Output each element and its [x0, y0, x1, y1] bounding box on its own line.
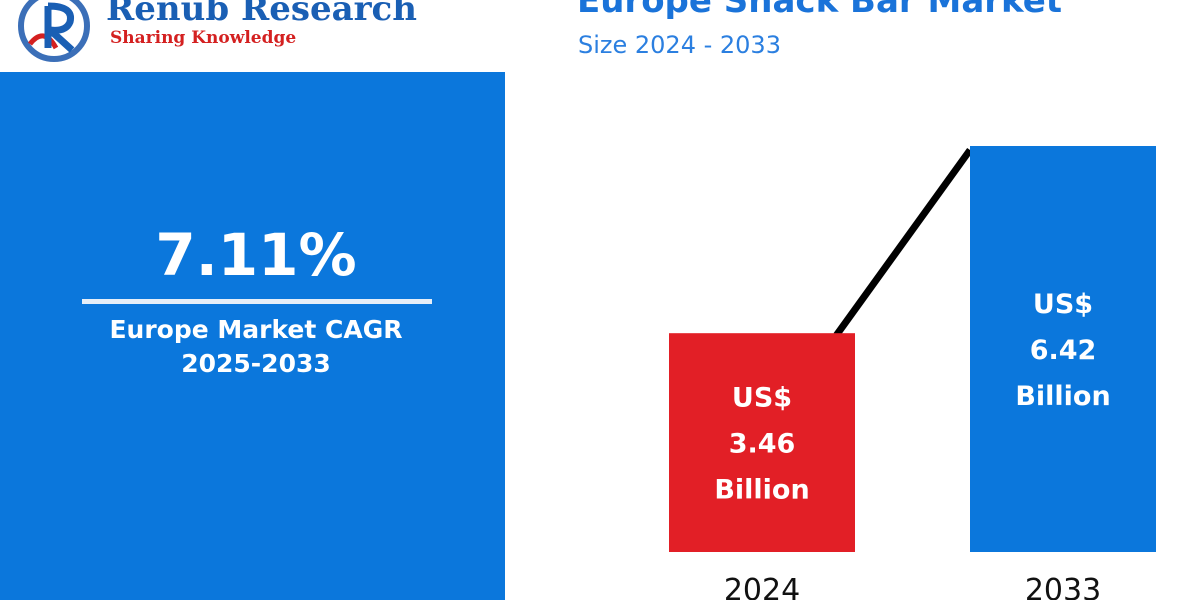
bar-value-label: Billion — [714, 475, 809, 506]
bar-2033 — [970, 146, 1156, 552]
brand-logo: Renub Research Sharing Knowledge — [14, 0, 494, 66]
cagr-label-line2: 2025-2033 — [181, 348, 331, 378]
cagr-label: Europe Market CAGR 2025-2033 — [0, 313, 512, 381]
bar-value-label: 3.46 — [729, 429, 796, 460]
trend-line — [833, 147, 973, 338]
chart-title: Europe Snack Bar Market — [577, 0, 1063, 21]
cagr-divider — [82, 299, 432, 304]
brand-tagline: Sharing Knowledge — [110, 28, 297, 48]
bar-2024 — [669, 333, 855, 552]
cagr-label-line1: Europe Market CAGR — [109, 315, 403, 344]
category-label-2033: 2033 — [1025, 573, 1101, 600]
bar-value-label: US$ — [1033, 289, 1093, 320]
cagr-value: 7.11% — [155, 221, 357, 289]
renub-logo-icon — [18, 0, 90, 62]
bar-value-label: US$ — [732, 383, 792, 414]
category-label-2024: 2024 — [724, 573, 800, 600]
bar-value-label: 6.42 — [1030, 335, 1097, 366]
cagr-panel: 7.11% Europe Market CAGR 2025-2033 — [0, 72, 505, 600]
bar-value-label: Billion — [1015, 381, 1110, 412]
chart-subtitle: Size 2024 - 2033 — [578, 31, 781, 59]
brand-name: Renub Research — [106, 0, 417, 29]
